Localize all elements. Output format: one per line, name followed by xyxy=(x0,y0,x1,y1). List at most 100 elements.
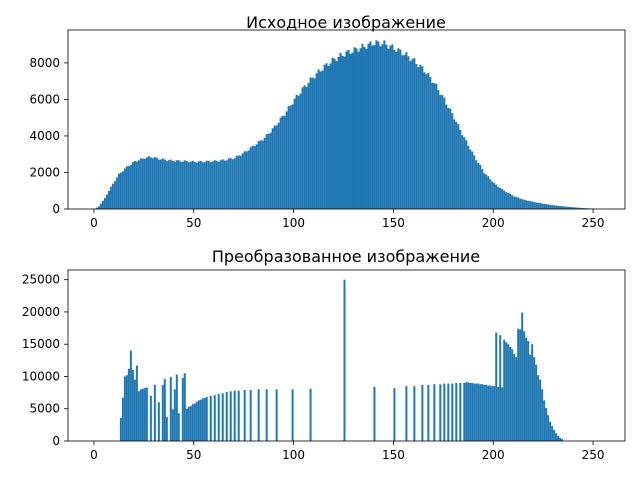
histogram-bar xyxy=(353,47,356,209)
histogram-bar xyxy=(151,158,154,209)
histogram-bar xyxy=(305,86,308,209)
histogram-bar xyxy=(319,71,322,210)
histogram-bar xyxy=(505,192,508,209)
histogram-bar xyxy=(173,389,176,441)
histogram-bar xyxy=(573,207,576,209)
histogram-bar xyxy=(499,335,502,441)
histogram-bar xyxy=(497,386,500,441)
histogram-bar xyxy=(123,376,126,441)
histogram-bar xyxy=(303,85,306,209)
histogram-bar xyxy=(515,196,518,209)
histogram-bar xyxy=(209,162,212,209)
histogram-bar xyxy=(153,384,156,441)
histogram-bar xyxy=(247,150,250,209)
y-axis-original: 0 2000 4000 6000 8000 xyxy=(29,56,68,216)
histogram-bar xyxy=(525,337,528,441)
histogram-bar xyxy=(365,48,368,209)
histogram-bar xyxy=(143,388,146,441)
histogram-bar xyxy=(567,206,570,209)
histogram-bar xyxy=(481,169,484,209)
histogram-bar xyxy=(399,49,402,209)
histogram-bar xyxy=(459,129,462,209)
histogram-bar xyxy=(161,158,164,209)
histogram-bar xyxy=(233,158,236,209)
histogram-bar xyxy=(555,433,558,441)
x-tick-label: 150 xyxy=(382,216,405,230)
histogram-bar xyxy=(541,203,544,209)
histogram-bar xyxy=(297,95,300,209)
histogram-bar xyxy=(249,390,252,441)
histogram-bar xyxy=(501,188,504,209)
x-axis-original: 0 50 100 150 200 250 xyxy=(90,209,605,230)
histogram-bar xyxy=(529,201,532,209)
histogram-bar xyxy=(325,63,328,209)
histogram-bar xyxy=(309,77,312,209)
histogram-bar xyxy=(227,158,230,209)
x-tick-label: 50 xyxy=(186,216,201,230)
histogram-bar xyxy=(461,135,464,209)
histogram-bar xyxy=(497,186,500,209)
histogram-bar xyxy=(433,384,436,441)
histogram-bar xyxy=(275,389,278,441)
histogram-bar xyxy=(185,160,188,209)
histogram-bar xyxy=(209,395,212,441)
histogram-bar xyxy=(417,67,420,209)
histogram-bar xyxy=(495,184,498,209)
histogram-bar xyxy=(537,202,540,209)
histogram-bar xyxy=(163,159,166,209)
histogram-bar xyxy=(207,160,210,209)
histogram-bar xyxy=(241,153,244,209)
histogram-bar xyxy=(529,354,532,441)
histogram-bar xyxy=(197,161,200,209)
histogram-bar xyxy=(113,181,116,209)
histogram-bar xyxy=(187,162,190,209)
histogram-bar xyxy=(403,54,406,210)
histogram-bar xyxy=(287,106,290,209)
histogram-bar xyxy=(449,108,452,209)
histogram-bar xyxy=(239,155,242,209)
histogram-bar xyxy=(489,179,492,209)
histogram-bar xyxy=(323,64,326,210)
histogram-bar xyxy=(487,385,490,441)
y-tick-label: 0 xyxy=(52,202,60,216)
histogram-bar xyxy=(149,395,152,441)
histogram-bar xyxy=(421,384,424,441)
x-axis-transformed: 0 50 100 150 200 250 xyxy=(90,441,605,462)
histogram-bar xyxy=(419,64,422,209)
histogram-bar xyxy=(201,398,204,441)
x-tick-label: 0 xyxy=(90,216,98,230)
histogram-bar xyxy=(401,55,404,209)
x-tick-label: 0 xyxy=(90,448,98,462)
histogram-bar xyxy=(503,339,506,441)
histogram-bar xyxy=(265,134,268,209)
histogram-bar xyxy=(559,437,562,441)
histogram-bar xyxy=(257,140,260,209)
histogram-bar xyxy=(141,388,144,441)
histogram-bar xyxy=(135,161,138,209)
histogram-bar xyxy=(493,183,496,209)
histogram-bar xyxy=(131,370,134,441)
histogram-bar xyxy=(443,97,446,209)
histogram-bar xyxy=(145,387,148,441)
histogram-bar xyxy=(177,413,180,441)
y-tick-label: 6000 xyxy=(29,92,60,106)
histogram-bar xyxy=(195,162,198,209)
histogram-bar xyxy=(259,140,262,209)
histogram-bar xyxy=(379,46,382,209)
histogram-bar xyxy=(199,399,202,441)
histogram-bar xyxy=(515,357,518,441)
histogram-bar xyxy=(467,145,470,209)
histogram-bar xyxy=(375,40,378,209)
histogram-bar xyxy=(191,404,194,441)
histogram-bar xyxy=(505,342,508,441)
histogram-bar xyxy=(507,192,510,209)
y-tick-label: 8000 xyxy=(29,56,60,70)
histogram-bar xyxy=(135,365,138,441)
histogram-bar xyxy=(205,160,208,209)
histogram-bar xyxy=(521,312,524,441)
histogram-bar xyxy=(405,386,408,441)
histogram-bar xyxy=(183,373,186,441)
histogram-bar xyxy=(175,374,178,441)
histogram-bar xyxy=(337,56,340,210)
histogram-bar xyxy=(215,160,218,209)
